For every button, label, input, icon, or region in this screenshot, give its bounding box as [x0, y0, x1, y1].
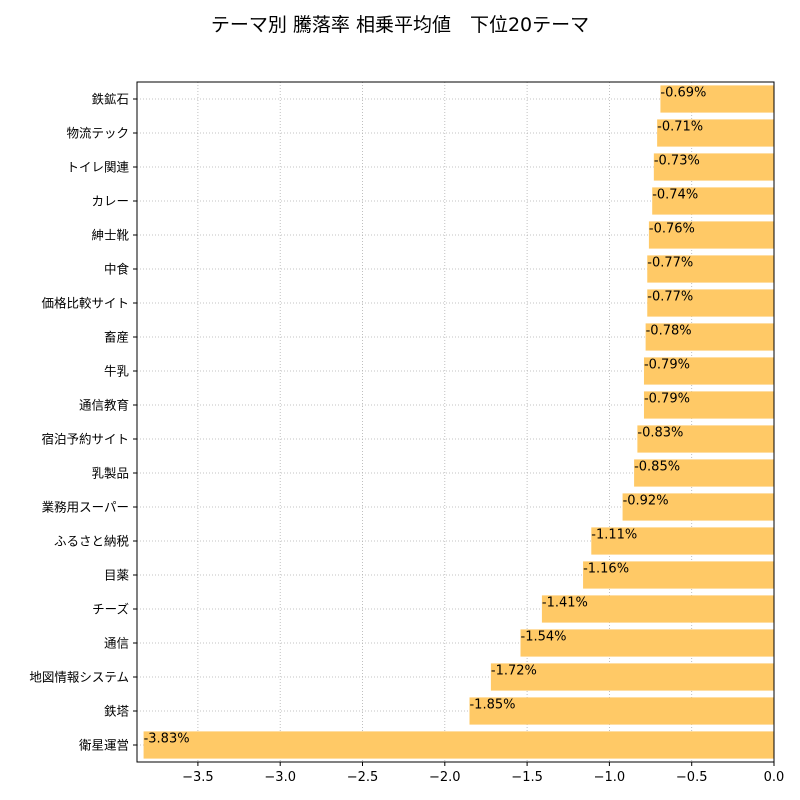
x-tick-label: −1.0	[594, 770, 626, 785]
data-label: -0.74%	[652, 187, 698, 202]
bar	[643, 391, 774, 419]
category-label: カレー	[91, 194, 129, 209]
category-label: 通信教育	[79, 398, 129, 413]
data-label: -1.54%	[521, 629, 567, 644]
category-label: 乳製品	[91, 466, 129, 481]
category-label: 通信	[104, 636, 129, 651]
data-label: -1.41%	[542, 595, 588, 610]
x-tick-label: −0.5	[676, 770, 708, 785]
category-label: 宿泊予約サイト	[41, 432, 129, 447]
x-tick-label: −2.5	[347, 770, 379, 785]
category-label: トイレ関連	[66, 160, 129, 175]
bar	[657, 119, 774, 147]
bar	[648, 221, 774, 249]
chart-title: テーマ別 騰落率 相乗平均値 下位20テーマ	[210, 14, 590, 36]
category-label: 衛星運営	[79, 738, 129, 753]
category-label: 鉄鉱石	[91, 92, 129, 107]
bar	[143, 731, 774, 759]
category-label: 地図情報システム	[29, 670, 129, 685]
bar	[583, 561, 774, 589]
category-label: 畜産	[104, 330, 129, 345]
data-label: -0.77%	[647, 255, 693, 270]
data-label: -1.16%	[583, 561, 629, 576]
bar	[643, 357, 774, 385]
bar	[520, 629, 774, 657]
data-label: -0.71%	[657, 119, 703, 134]
category-label: 紳士靴	[91, 228, 129, 243]
data-label: -1.72%	[491, 663, 537, 678]
data-label: -0.79%	[644, 391, 690, 406]
x-tick-label: −1.5	[511, 770, 543, 785]
data-label: -0.69%	[660, 85, 706, 100]
category-label: チーズ	[92, 602, 129, 617]
x-tick-label: −3.0	[264, 770, 296, 785]
bar	[647, 289, 774, 317]
data-label: -1.85%	[469, 697, 515, 712]
bar	[634, 459, 774, 487]
data-label: -0.73%	[654, 153, 700, 168]
category-label: 業務用スーパー	[42, 500, 129, 515]
bar	[647, 255, 774, 283]
bar	[591, 527, 774, 555]
category-label: 鉄塔	[104, 704, 130, 719]
data-label: -0.85%	[634, 459, 680, 474]
bar	[652, 187, 774, 215]
category-label: 目薬	[104, 568, 130, 583]
category-label: 価格比較サイト	[41, 296, 129, 311]
bar	[645, 323, 774, 351]
category-label: 中食	[104, 262, 130, 277]
bar	[469, 697, 774, 725]
x-tick-label: −2.0	[429, 770, 461, 785]
bar	[660, 85, 774, 113]
data-label: -0.83%	[637, 425, 683, 440]
plot-frame	[136, 81, 775, 763]
data-label: -0.76%	[649, 221, 695, 236]
data-label: -0.78%	[646, 323, 692, 338]
category-label: 物流テック	[66, 126, 129, 141]
bar	[622, 493, 774, 521]
data-label: -0.79%	[644, 357, 690, 372]
bar	[653, 153, 774, 181]
bar	[490, 663, 774, 691]
category-label: ふるさと納税	[54, 534, 130, 549]
x-tick-label: 0.0	[764, 770, 785, 785]
data-label: -0.77%	[647, 289, 693, 304]
x-tick-label: −3.5	[182, 770, 214, 785]
category-label: 牛乳	[104, 364, 129, 379]
data-label: -1.11%	[591, 527, 637, 542]
bar	[541, 595, 774, 623]
data-label: -0.92%	[623, 493, 669, 508]
data-label: -3.83%	[144, 731, 190, 746]
bar	[637, 425, 774, 453]
